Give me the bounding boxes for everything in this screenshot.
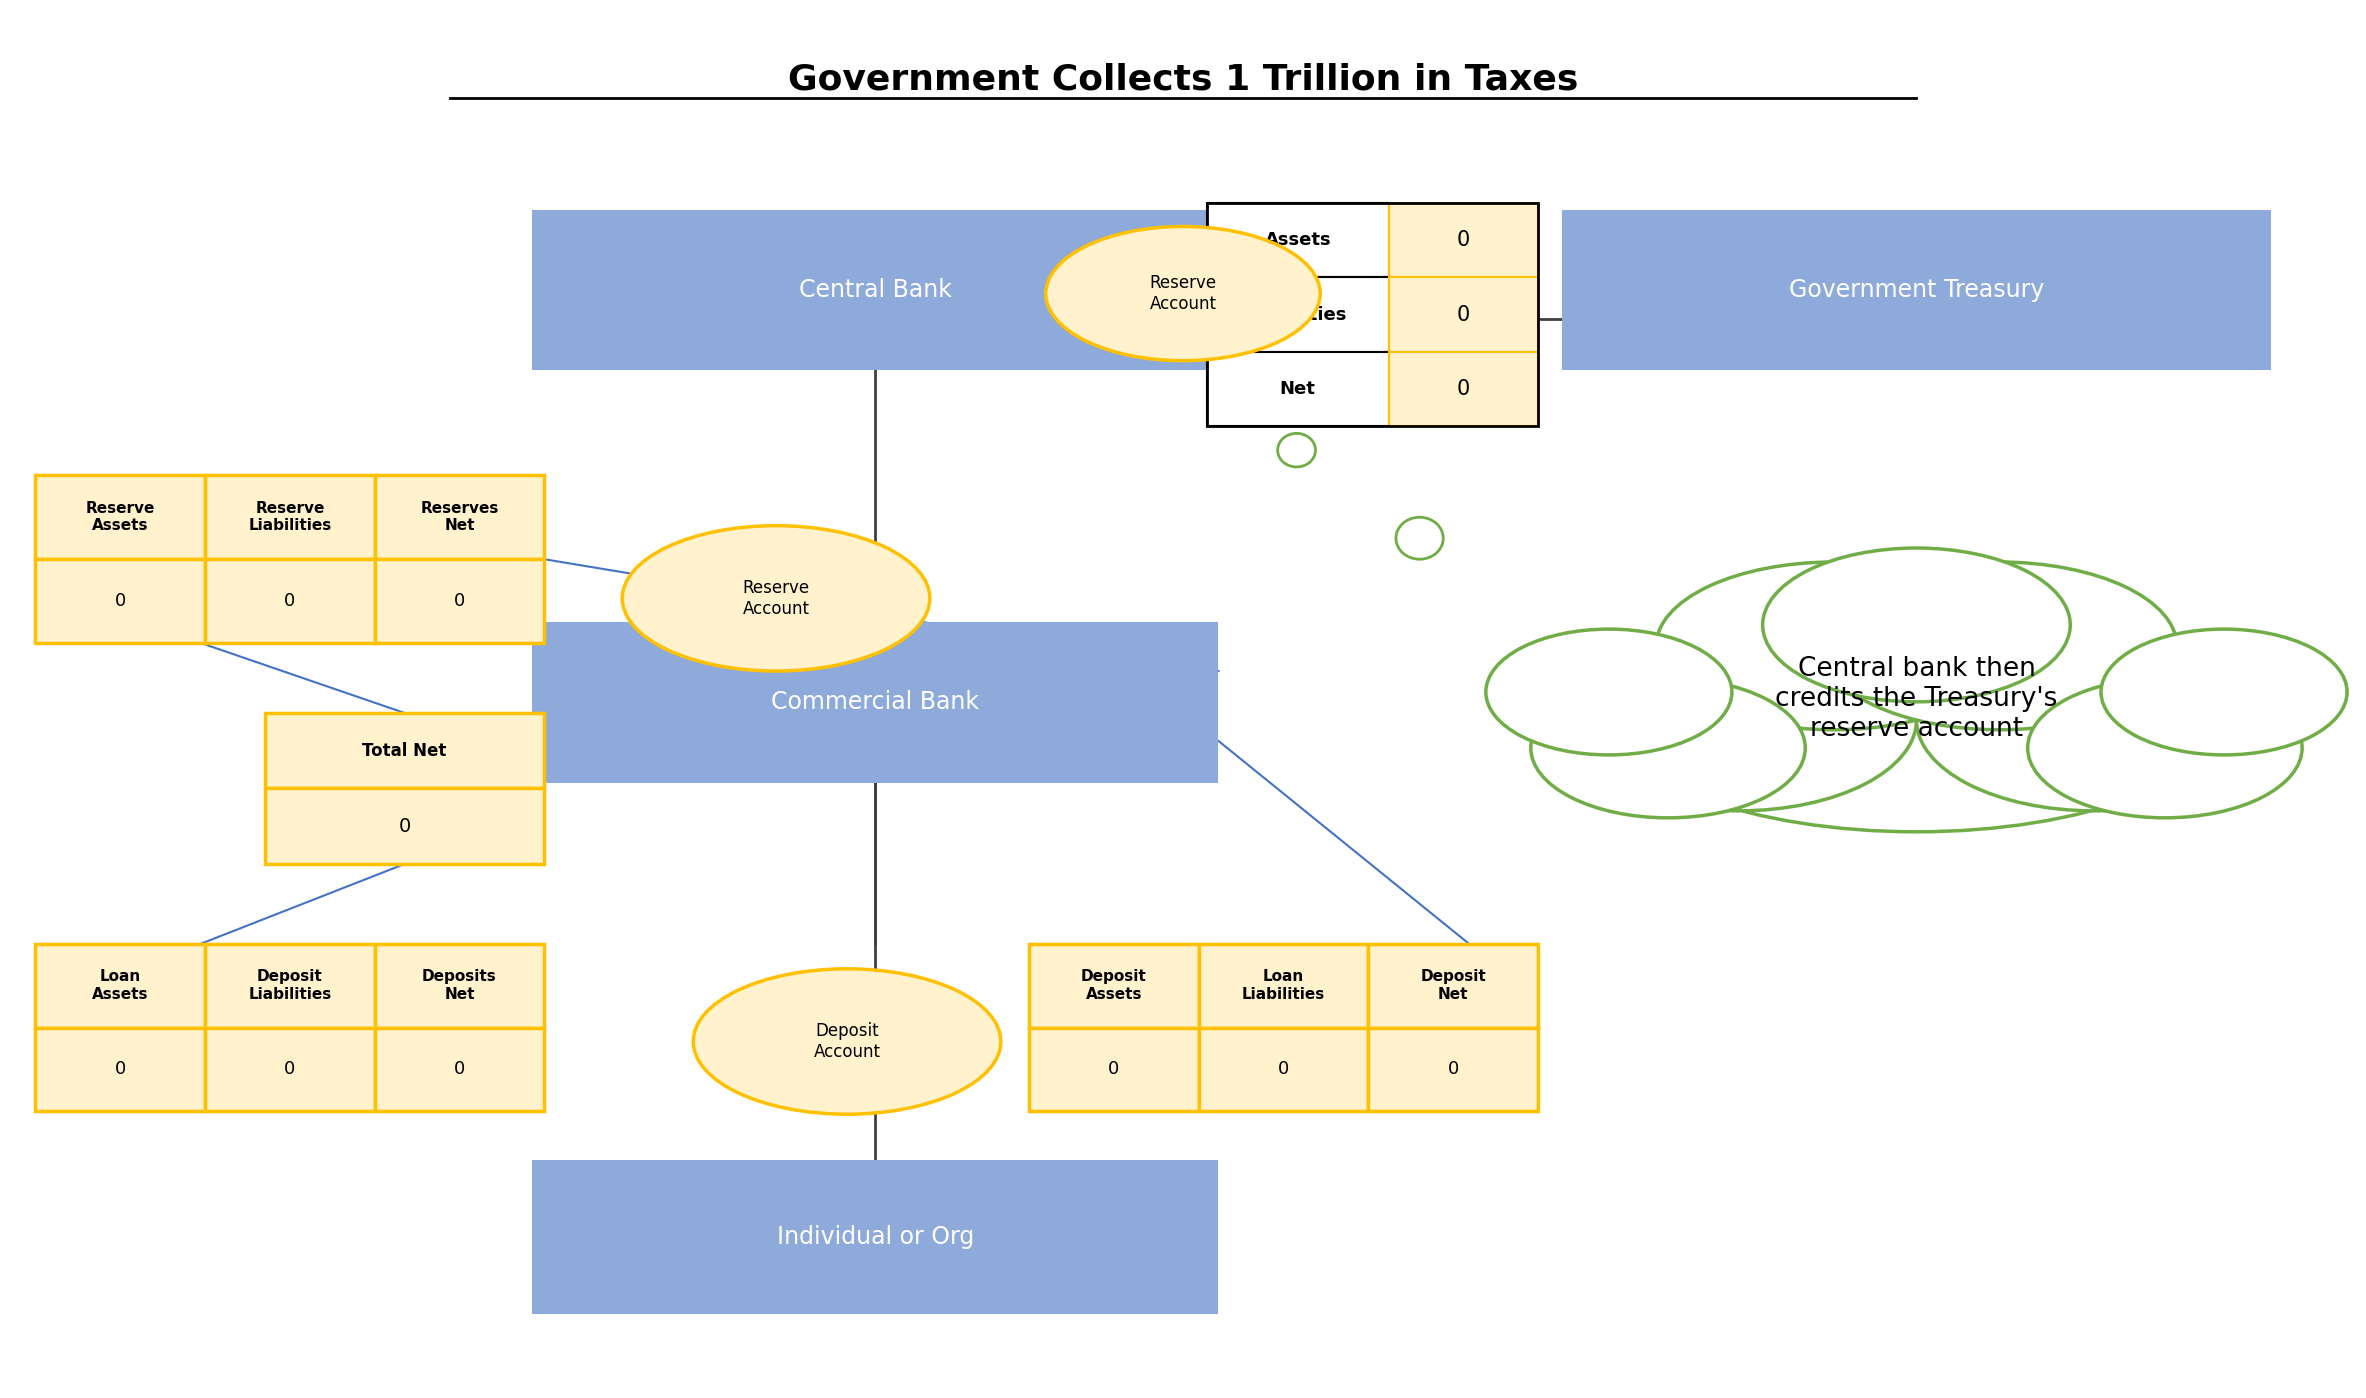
FancyBboxPatch shape <box>374 559 544 643</box>
Text: Government Collects 1 Trillion in Taxes: Government Collects 1 Trillion in Taxes <box>788 63 1578 96</box>
FancyBboxPatch shape <box>35 475 206 559</box>
FancyBboxPatch shape <box>374 944 544 1028</box>
Text: Reserve
Liabilities: Reserve Liabilities <box>248 500 331 534</box>
Text: 0: 0 <box>284 593 296 610</box>
Ellipse shape <box>1046 226 1320 361</box>
Text: Total Net: Total Net <box>362 742 447 759</box>
Text: 0: 0 <box>1457 379 1469 398</box>
Text: 0: 0 <box>1448 1061 1460 1078</box>
Ellipse shape <box>1916 629 2271 811</box>
Text: Reserve
Account: Reserve Account <box>1150 274 1216 313</box>
Ellipse shape <box>1822 562 2177 730</box>
Ellipse shape <box>1562 629 1916 811</box>
FancyBboxPatch shape <box>1207 203 1389 277</box>
FancyBboxPatch shape <box>35 1028 206 1111</box>
Text: Reserves
Net: Reserves Net <box>421 500 499 534</box>
Text: Deposit
Account: Deposit Account <box>814 1022 880 1061</box>
FancyBboxPatch shape <box>1389 203 1538 277</box>
Text: Liabilities: Liabilities <box>1249 306 1346 323</box>
FancyBboxPatch shape <box>532 1160 1218 1314</box>
Text: Reserve
Assets: Reserve Assets <box>85 500 154 534</box>
Ellipse shape <box>2101 629 2347 755</box>
FancyBboxPatch shape <box>35 944 206 1028</box>
FancyBboxPatch shape <box>1207 277 1389 352</box>
FancyBboxPatch shape <box>1368 944 1538 1028</box>
Text: Deposit
Net: Deposit Net <box>1420 969 1486 1002</box>
FancyBboxPatch shape <box>206 559 374 643</box>
FancyBboxPatch shape <box>206 944 374 1028</box>
FancyBboxPatch shape <box>1368 1028 1538 1111</box>
Ellipse shape <box>1486 629 1732 755</box>
Ellipse shape <box>1763 548 2070 702</box>
Text: Loan
Liabilities: Loan Liabilities <box>1242 969 1325 1002</box>
Text: Commercial Bank: Commercial Bank <box>771 691 980 714</box>
FancyBboxPatch shape <box>265 713 544 788</box>
Text: Net: Net <box>1280 380 1315 398</box>
FancyBboxPatch shape <box>206 1028 374 1111</box>
FancyBboxPatch shape <box>35 559 206 643</box>
FancyBboxPatch shape <box>1029 1028 1200 1111</box>
Text: 0: 0 <box>1457 231 1469 250</box>
Text: 0: 0 <box>114 1061 125 1078</box>
FancyBboxPatch shape <box>1389 352 1538 426</box>
Text: Government Treasury: Government Treasury <box>1789 278 2044 302</box>
Ellipse shape <box>693 969 1001 1114</box>
Text: Deposit
Liabilities: Deposit Liabilities <box>248 969 331 1002</box>
Text: 0: 0 <box>454 1061 466 1078</box>
FancyBboxPatch shape <box>265 788 544 864</box>
FancyBboxPatch shape <box>1207 352 1389 426</box>
Text: Central bank then
credits the Treasury's
reserve account: Central bank then credits the Treasury's… <box>1774 656 2058 742</box>
Text: Individual or Org: Individual or Org <box>776 1225 975 1250</box>
Ellipse shape <box>1656 562 2011 730</box>
Text: Deposit
Assets: Deposit Assets <box>1081 969 1148 1002</box>
FancyBboxPatch shape <box>532 210 1218 370</box>
FancyBboxPatch shape <box>1029 944 1200 1028</box>
Text: 0: 0 <box>397 816 412 836</box>
Text: 0: 0 <box>1107 1061 1119 1078</box>
Ellipse shape <box>1609 594 2224 832</box>
Text: Loan
Assets: Loan Assets <box>92 969 149 1002</box>
Ellipse shape <box>2028 678 2302 818</box>
Text: 0: 0 <box>454 593 466 610</box>
Text: 0: 0 <box>1457 305 1469 324</box>
FancyBboxPatch shape <box>206 475 374 559</box>
Text: 0: 0 <box>284 1061 296 1078</box>
Text: 0: 0 <box>1278 1061 1289 1078</box>
Text: Central Bank: Central Bank <box>800 278 951 302</box>
FancyBboxPatch shape <box>374 475 544 559</box>
Text: Reserve
Account: Reserve Account <box>743 579 809 618</box>
Ellipse shape <box>1531 678 1805 818</box>
Text: Assets: Assets <box>1263 231 1332 249</box>
FancyBboxPatch shape <box>1389 277 1538 352</box>
Ellipse shape <box>622 526 930 671</box>
FancyBboxPatch shape <box>1200 1028 1368 1111</box>
Text: Deposits
Net: Deposits Net <box>421 969 497 1002</box>
FancyBboxPatch shape <box>1562 210 2271 370</box>
Text: 0: 0 <box>114 593 125 610</box>
FancyBboxPatch shape <box>1200 944 1368 1028</box>
FancyBboxPatch shape <box>532 622 1218 783</box>
FancyBboxPatch shape <box>374 1028 544 1111</box>
